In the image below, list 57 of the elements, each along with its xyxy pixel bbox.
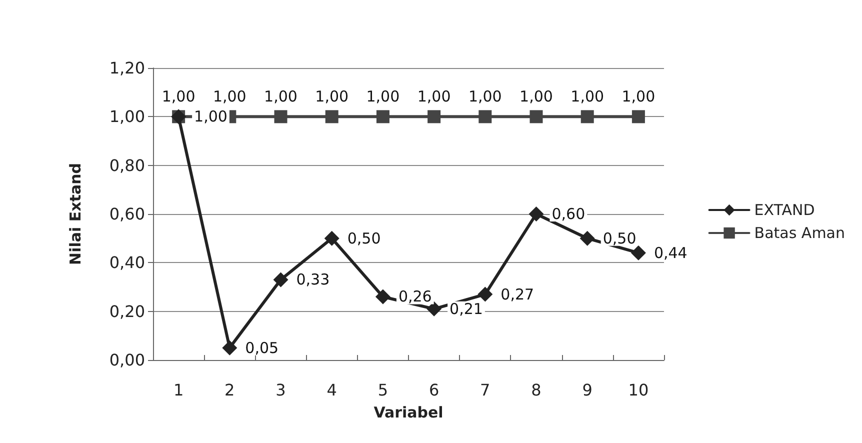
point xyxy=(580,230,595,246)
y-tick-label: 0,20 xyxy=(109,302,145,321)
point xyxy=(530,110,543,124)
data-label: 0,27 xyxy=(500,285,534,304)
x-tick-label: 9 xyxy=(582,380,592,400)
point xyxy=(274,110,288,124)
point xyxy=(528,206,544,222)
data-label: 0,33 xyxy=(296,270,330,289)
point xyxy=(376,110,390,124)
data-label: 1,00 xyxy=(417,88,451,106)
data-label: 0,60 xyxy=(552,205,586,223)
point xyxy=(630,245,646,260)
point xyxy=(324,230,340,246)
y-tick-label: 0,60 xyxy=(109,204,145,224)
x-tick-label: 2 xyxy=(224,380,235,400)
data-label: 0,05 xyxy=(245,338,279,357)
data-label: 0,44 xyxy=(654,244,688,262)
data-label: 0,21 xyxy=(450,300,483,318)
point xyxy=(478,286,493,302)
data-label: 1,00 xyxy=(162,88,196,106)
legend-label: EXTAND xyxy=(754,201,815,219)
data-label: 1,00 xyxy=(264,88,298,106)
y-tick-label: 1,20 xyxy=(109,58,145,78)
data-label: 0,26 xyxy=(398,288,432,306)
point xyxy=(273,272,288,288)
data-label: 1,00 xyxy=(570,88,604,106)
data-label: 1,00 xyxy=(520,88,553,106)
point xyxy=(478,110,492,124)
point xyxy=(222,340,238,356)
point xyxy=(580,110,594,124)
x-tick-label: 1 xyxy=(173,380,184,400)
x-tick-label: 5 xyxy=(378,380,388,400)
data-label: 1,00 xyxy=(366,88,400,106)
x-tick-label: 7 xyxy=(480,380,490,400)
y-tick-label: 0,00 xyxy=(109,350,145,370)
point xyxy=(632,110,645,124)
x-axis-title: Variabel xyxy=(374,404,444,422)
data-label: 0,50 xyxy=(347,229,381,248)
point xyxy=(428,110,441,124)
x-tick-label: 6 xyxy=(428,380,440,400)
data-label: 0,50 xyxy=(602,229,636,248)
data-label: 1,00 xyxy=(212,88,246,106)
x-tick-label: 4 xyxy=(326,380,337,400)
data-label: 1,00 xyxy=(194,108,228,126)
y-tick-label: 0,40 xyxy=(109,253,145,272)
x-tick-label: 10 xyxy=(628,380,649,400)
data-label: 1,00 xyxy=(315,88,349,106)
y-axis-title: Nilai Extand xyxy=(66,163,84,265)
x-tick-label: 8 xyxy=(531,380,542,400)
point xyxy=(375,289,390,304)
legend-label: Batas Aman xyxy=(754,224,846,242)
point xyxy=(325,110,338,124)
data-label: 1,00 xyxy=(468,88,502,106)
x-tick-label: 3 xyxy=(276,380,286,400)
data-label: 1,00 xyxy=(622,88,656,106)
y-tick-label: 1,00 xyxy=(109,107,145,126)
y-tick-label: 0,80 xyxy=(109,156,145,175)
